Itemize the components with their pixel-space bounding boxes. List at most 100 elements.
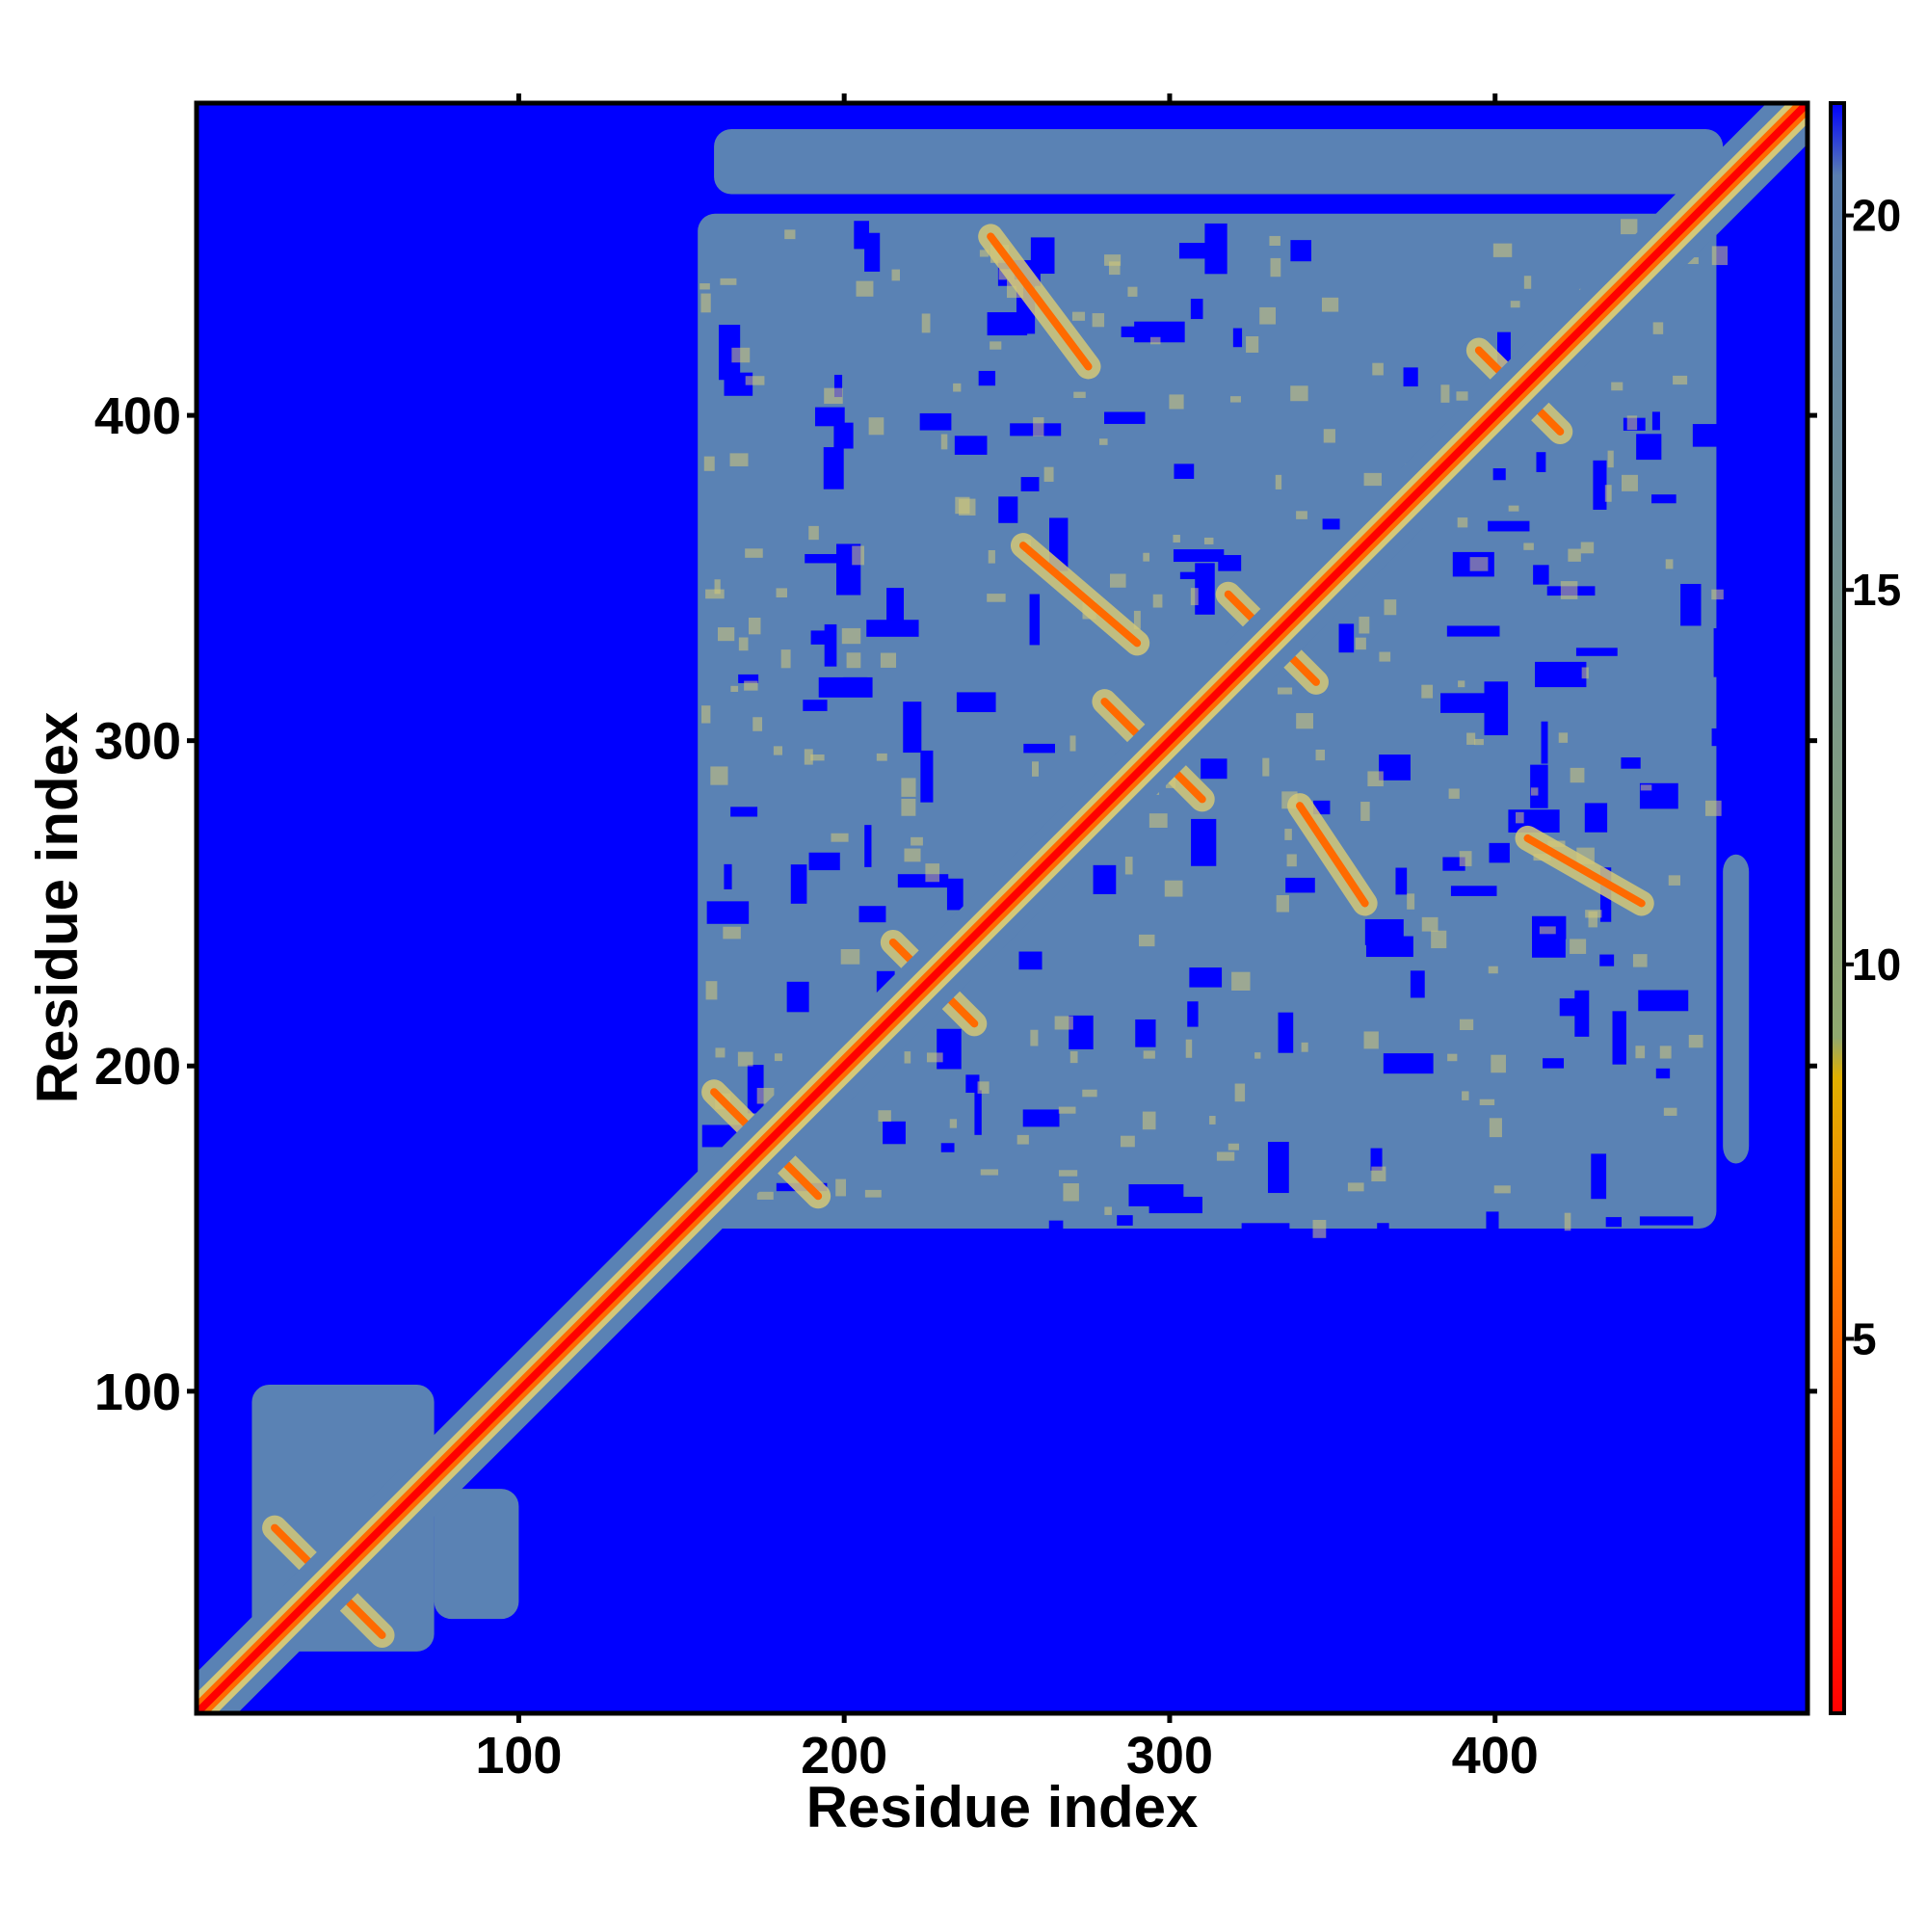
near-contact-speckle [1229,396,1241,403]
near-contact-speckle [1323,429,1335,443]
colorbar: 5 10 15 20 [1829,101,1901,1715]
near-contact-speckle [1447,1053,1458,1062]
near-contact-speckle [1711,246,1729,266]
near-contact-speckle [1231,971,1251,991]
near-contact-speckle [949,1119,958,1128]
y-tick-label: 100 [94,1363,181,1421]
near-contact-speckle [1372,362,1384,376]
near-contact-speckle [1360,802,1370,821]
near-contact-speckle [1539,926,1556,935]
noncontact-patch [978,370,996,386]
noncontact-patch [1365,936,1413,958]
noncontact-patch [1651,494,1676,504]
near-contact-speckle [703,456,715,471]
noncontact-patch [1174,463,1195,479]
near-contact-speckle [1458,680,1465,688]
noncontact-patch [1599,954,1615,966]
x-tick-label: 400 [1452,1727,1539,1785]
noncontact-patch [1446,625,1500,637]
near-contact-speckle [773,746,783,755]
noncontact-patch [1575,648,1618,656]
near-contact-speckle [1607,450,1614,468]
near-contact-speckle [1277,687,1293,695]
near-contact-speckle [1290,385,1308,402]
noncontact-patch [805,554,851,564]
near-contact-speckle [831,833,849,842]
noncontact-patch [718,325,741,381]
near-contact-speckle [1611,382,1623,391]
near-contact-speckle [705,589,725,599]
near-contact-speckle [1459,851,1472,866]
near-contact-speckle [1704,800,1722,816]
heatmap-cells [197,103,1808,1713]
near-contact-speckle [1082,1089,1097,1098]
noncontact-patch [1440,693,1491,713]
noncontact-patch [937,1028,962,1070]
contact-region-3 [434,1489,519,1620]
noncontact-patch [1104,411,1146,424]
noncontact-patch [1651,411,1660,431]
near-contact-speckle [1296,713,1313,729]
x-tick-label: 300 [1126,1727,1213,1785]
noncontact-patch [1593,460,1607,510]
near-contact-speckle [921,313,931,333]
near-contact-speckle [715,1047,726,1058]
near-contact-speckle [1474,738,1484,746]
near-contact-speckle [1124,857,1133,875]
near-contact-speckle [1227,1143,1239,1151]
noncontact-patch [940,1143,955,1152]
near-contact-speckle [953,383,962,392]
near-contact-speckle [980,1169,999,1176]
near-contact-speckle [1673,375,1688,385]
noncontact-patch [1190,299,1203,320]
near-contact-speckle [1448,788,1460,799]
near-contact-speckle [840,948,860,965]
near-contact-speckle [864,1189,882,1198]
near-contact-speckle [776,588,787,598]
near-contact-speckle [1457,517,1468,528]
near-contact-speckle [1488,966,1498,974]
y-tick-label: 300 [94,713,181,771]
noncontact-patch [1023,743,1056,754]
near-contact-speckle [1030,1029,1039,1046]
near-contact-speckle [1296,511,1307,519]
noncontact-patch [1232,328,1243,348]
near-contact-speckle [1169,394,1184,410]
noncontact-patch [1492,468,1506,481]
near-contact-speckle [856,280,874,297]
noncontact-patch [1117,1215,1133,1226]
near-contact-speckle [1379,651,1391,662]
noncontact-patch [1383,1053,1434,1074]
near-contact-speckle [1564,1212,1571,1231]
noncontact-patch [1450,886,1497,896]
near-contact-speckle [1492,243,1513,257]
near-contact-speckle [1711,589,1724,600]
near-contact-speckle [878,1110,891,1122]
near-contact-speckle [738,637,749,651]
near-contact-speckle [904,848,921,862]
y-tick-label: 400 [94,387,181,445]
near-contact-speckle [1269,235,1280,246]
near-contact-speckle [987,594,1006,602]
noncontact-patch [956,692,996,713]
noncontact-patch [886,588,905,621]
near-contact-speckle [748,617,761,635]
near-contact-speckle [745,548,763,558]
noncontact-patch [1290,240,1311,262]
noncontact-patch [965,1074,980,1094]
y-tick-label: 200 [94,1038,181,1096]
near-contact-speckle [731,347,751,363]
noncontact-patch [998,496,1018,523]
noncontact-patch [803,700,828,711]
near-contact-speckle [1063,1182,1079,1202]
near-contact-speckle [925,863,940,883]
near-contact-speckle [1262,757,1270,777]
near-contact-speckle [1259,306,1276,325]
near-contact-speckle [1190,588,1199,606]
noncontact-patch [1533,565,1549,585]
near-contact-speckle [1466,732,1476,745]
near-contact-speckle [1570,767,1585,783]
noncontact-patch [1535,661,1587,688]
near-contact-speckle [1523,543,1534,550]
